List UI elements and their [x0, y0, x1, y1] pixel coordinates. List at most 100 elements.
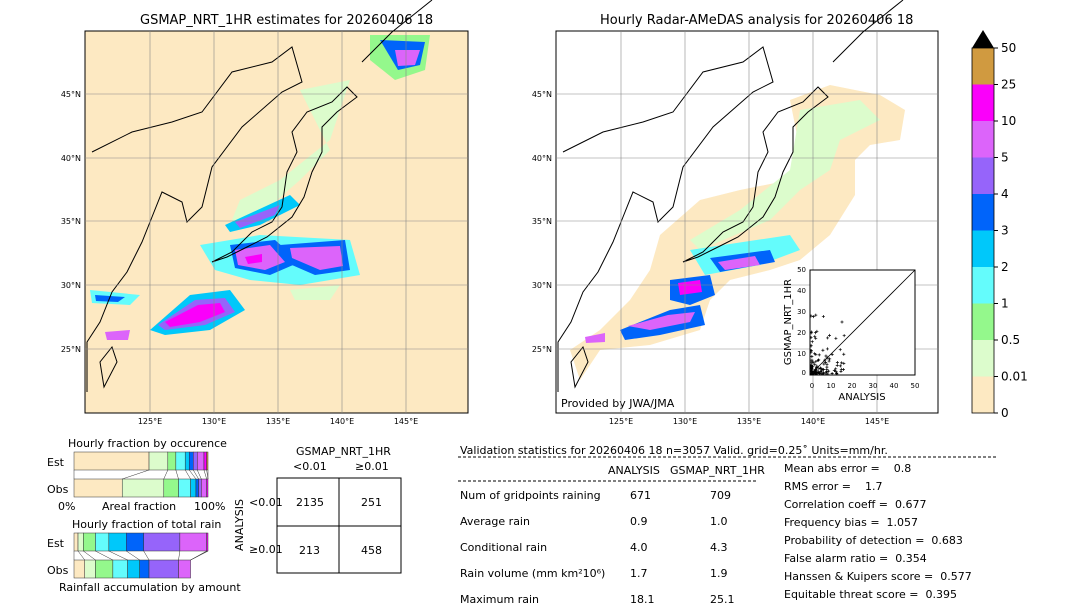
left-rain-field — [90, 35, 430, 340]
fraction-bar-segment — [148, 451, 169, 471]
fraction-bar-segment — [175, 451, 186, 471]
stats-col-analysis: ANALYSIS — [608, 464, 660, 477]
left-map — [84, 30, 469, 414]
colorbar-label: 5 — [1001, 151, 1009, 165]
inset-xtick: 40 — [890, 382, 899, 390]
fraction-bar-segment — [190, 478, 197, 498]
lon-tick-label: 125°E — [609, 417, 633, 426]
fraction-bars — [73, 451, 209, 579]
score-item: Equitable threat score = 0.395 — [784, 588, 957, 601]
stats-gsmap-value: 25.1 — [710, 593, 735, 606]
inset-ytick: 30 — [797, 308, 806, 316]
fraction-connector — [126, 550, 140, 561]
lon-tick-label: 130°E — [202, 417, 226, 426]
colorbar-segment — [972, 157, 994, 194]
fraction-bar-segment — [179, 532, 207, 552]
stats-analysis-value: 0.9 — [630, 515, 648, 528]
fraction-connector — [143, 550, 150, 561]
lat-tick-label: 25°N — [61, 345, 81, 354]
table-row-0: <0.01 — [249, 496, 283, 509]
mainland-coastline — [557, 46, 774, 392]
score-item: Probability of detection = 0.683 — [784, 534, 963, 547]
colorbar-label: 2 — [1001, 260, 1009, 274]
lon-tick-label: 135°E — [266, 417, 290, 426]
colorbar-segment — [972, 48, 994, 85]
stats-analysis-value: 4.0 — [630, 541, 648, 554]
inset-ytick: 40 — [797, 287, 806, 295]
stats-analysis-value: 671 — [630, 489, 651, 502]
score-item: Frequency bias = 1.057 — [784, 516, 919, 529]
fraction-bar-segment — [73, 559, 85, 579]
fraction-connector — [77, 550, 85, 561]
fraction-bar-segment — [184, 451, 190, 471]
fraction-bar-segment — [126, 532, 144, 552]
fraction-connector — [95, 550, 113, 561]
fraction-bar-segment — [73, 478, 123, 498]
fraction-connector — [178, 550, 181, 561]
table-col-1: ≥0.01 — [355, 460, 389, 473]
lon-tick-label: 130°E — [673, 417, 697, 426]
lon-tick-label: 140°E — [801, 417, 825, 426]
colorbar-segment — [972, 194, 994, 231]
occ-est-label: Est — [47, 456, 64, 469]
inset-ytick: 0 — [802, 369, 806, 377]
fraction-bar-segment — [206, 451, 209, 471]
rain-est-label: Est — [47, 537, 64, 550]
fraction-bar-segment — [167, 451, 177, 471]
colorbar-segment — [972, 340, 994, 377]
fraction-connector — [83, 550, 96, 561]
fraction-connector — [185, 469, 191, 480]
fraction-connector — [190, 550, 209, 561]
fraction-bar-segment — [188, 451, 194, 471]
sakhalin-coastline — [361, 0, 433, 63]
fraction-bar-segment — [148, 559, 179, 579]
stats-row-label: Rain volume (mm km²10⁶) — [460, 567, 606, 580]
table-row-title: ANALYSIS — [233, 499, 246, 551]
fraction-connector — [203, 469, 207, 480]
fraction-bar-segment — [73, 532, 79, 552]
fraction-bar-segment — [163, 478, 179, 498]
stats-row-label: Num of gridpoints raining — [460, 489, 601, 502]
fraction-bar-segment — [95, 532, 110, 552]
inset-xtick: 30 — [869, 382, 878, 390]
lon-tick-label: 140°E — [330, 417, 354, 426]
stats-analysis-value: 1.7 — [630, 567, 648, 580]
taiwan-coastline — [570, 345, 589, 389]
fraction-connector — [163, 469, 169, 480]
contingency-table: ANALYSIS — [233, 477, 402, 574]
colorbar-label: 25 — [1001, 78, 1016, 92]
taiwan-coastline — [99, 345, 118, 389]
fraction-bar-segment — [201, 478, 207, 498]
scatter-point-crosses — [809, 313, 846, 376]
fraction-bar-segment — [121, 478, 165, 498]
occ-obs-label: Obs — [47, 483, 69, 496]
fraction-connector — [197, 469, 202, 480]
table-cell: 2135 — [296, 496, 324, 509]
stats-row-label: Maximum rain — [460, 593, 539, 606]
stats-analysis-value: 18.1 — [630, 593, 655, 606]
lat-tick-label: 40°N — [61, 154, 81, 163]
fraction-bar-segment — [198, 478, 202, 498]
stats-col-gsmap: GSMAP_NRT_1HR — [670, 464, 765, 477]
colorbar-extend-triangle — [972, 30, 994, 48]
inset-xtick: 10 — [827, 382, 836, 390]
lat-tick-label: 30°N — [61, 281, 81, 290]
colorbar-label: 10 — [1001, 114, 1016, 128]
stats-gsmap-value: 1.9 — [710, 567, 728, 580]
inset-ytick: 10 — [797, 350, 806, 358]
fraction-bar-segment — [178, 559, 191, 579]
inset-xlabel: ANALYSIS — [838, 392, 885, 403]
stats-gsmap-value: 4.3 — [710, 541, 728, 554]
left-map-title: GSMAP_NRT_1HR estimates for 20260406 18 — [140, 13, 434, 28]
colorbar-label: 0.01 — [1001, 370, 1028, 384]
tick-labels: 45°N 40°N 35°N 30°N 25°N 125°E 130°E 135°E 140°E… — [61, 90, 889, 426]
fraction-bar-segment — [206, 478, 209, 498]
fraction-connector — [175, 469, 179, 480]
fraction-bar-segment — [193, 451, 198, 471]
fraction-connector — [108, 550, 128, 561]
right-rain-field — [570, 85, 905, 380]
fraction-bar-segment — [73, 451, 150, 471]
table-cell: 251 — [361, 496, 382, 509]
credit-label: Provided by JWA/JMA — [561, 397, 675, 410]
colorbar-segment — [972, 84, 994, 121]
